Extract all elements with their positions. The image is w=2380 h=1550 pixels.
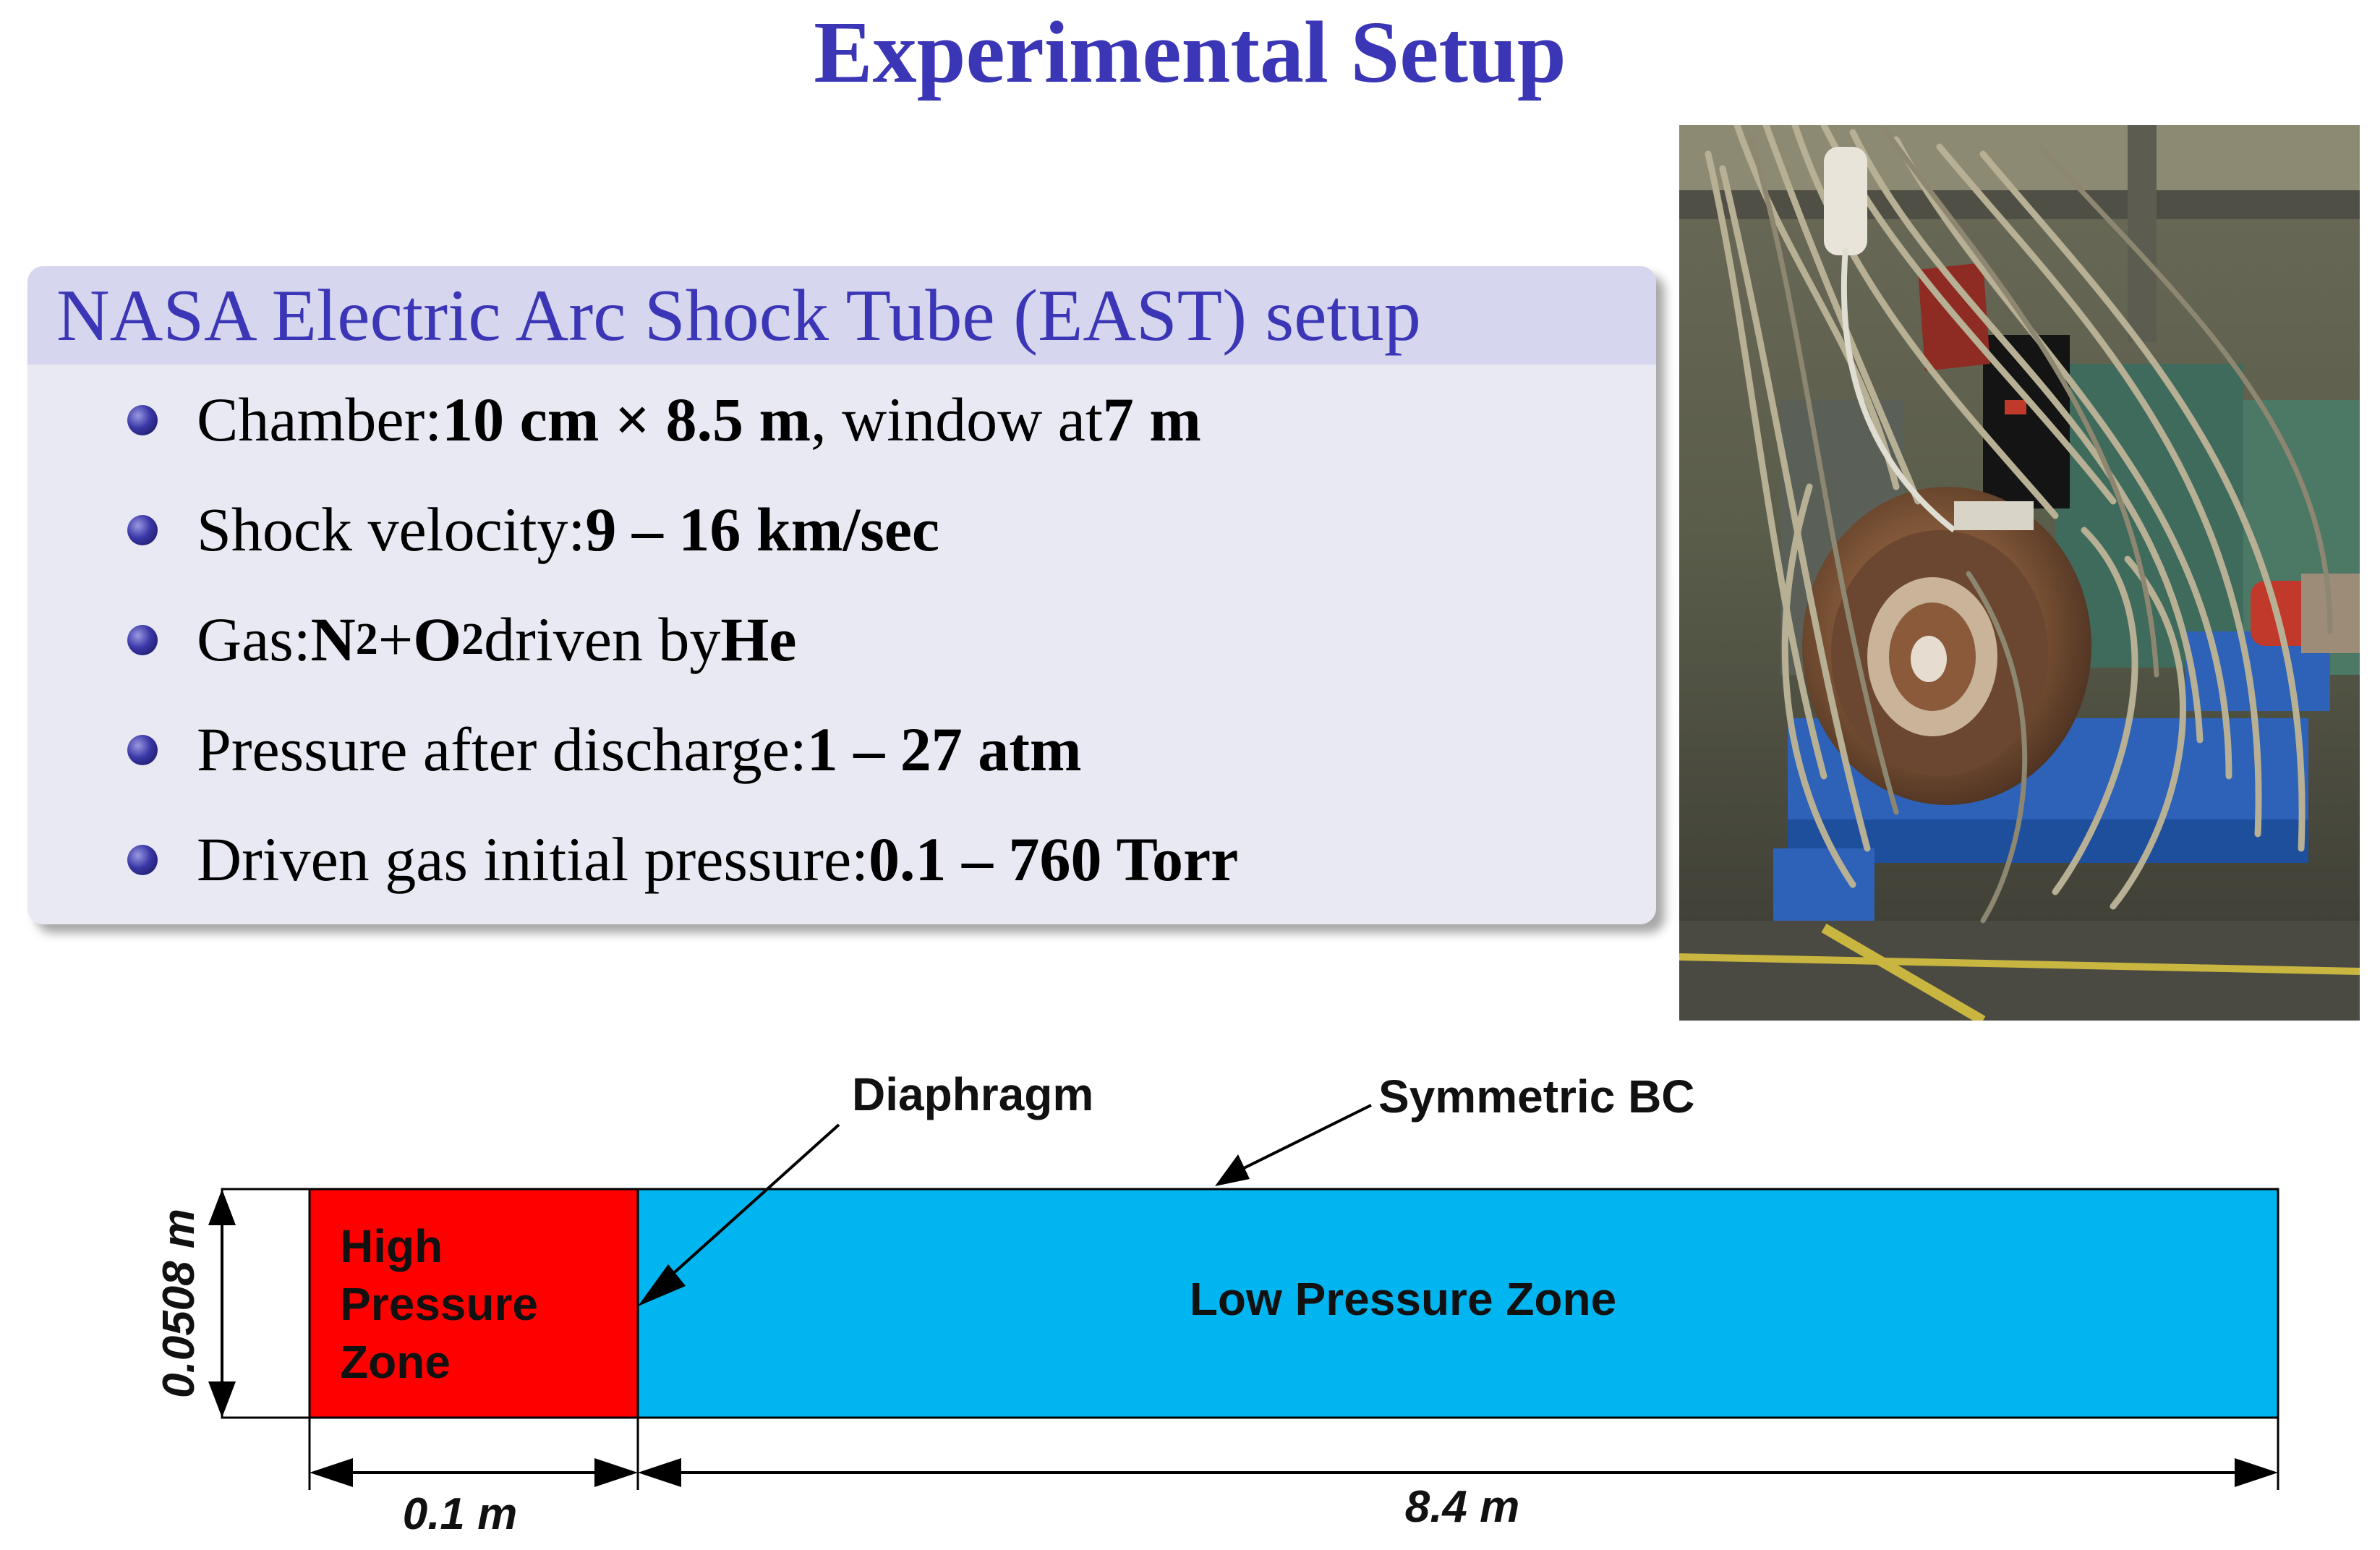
- high-zone-label-line2: Pressure: [340, 1278, 538, 1330]
- bullet-text: driven by: [484, 605, 721, 674]
- bullet-text: , window at: [811, 385, 1103, 454]
- symmetric-bc-label: Symmetric BC: [1378, 1070, 1695, 1123]
- bullet-value: 0.1 – 760 Torr: [869, 825, 1239, 894]
- bullet-label: Driven gas initial pressure:: [197, 825, 869, 894]
- block-title: NASA Electric Arc Shock Tube (EAST) setu…: [27, 266, 1656, 365]
- low-length-label: 8.4 m: [1405, 1482, 1520, 1532]
- bullet-item-chamber: Chamber: 10 cm × 8.5 m, window at 7 m: [27, 365, 1656, 474]
- high-length-label: 0.1 m: [403, 1489, 518, 1539]
- bullet-value: 7 m: [1102, 385, 1201, 454]
- plus-sign: +: [378, 605, 414, 674]
- bullet-value: 10 cm × 8.5 m: [442, 385, 811, 454]
- symmetric-bc-arrow: [1215, 1104, 1372, 1186]
- high-zone-label-line1: High: [340, 1220, 443, 1272]
- info-block: NASA Electric Arc Shock Tube (EAST) setu…: [27, 266, 1656, 924]
- bullet-label: Gas:: [197, 605, 311, 674]
- bullet-icon: [127, 845, 158, 875]
- high-zone-label-line3: Zone: [340, 1336, 451, 1388]
- bullet-label: Pressure after discharge:: [197, 715, 807, 784]
- bullet-value: 9 – 16 km/sec: [585, 495, 940, 564]
- high-length-dimension: [310, 1458, 638, 1487]
- low-length-dimension: [638, 1458, 2278, 1487]
- bullet-icon: [127, 405, 158, 435]
- diaphragm-label: Diaphragm: [852, 1068, 1093, 1120]
- gas-symbol: N: [310, 605, 356, 674]
- gas-symbol: O: [413, 605, 462, 674]
- bullet-item-initial-pressure: Driven gas initial pressure: 0.1 – 760 T…: [27, 804, 1656, 914]
- gas-subscript: 2: [461, 614, 485, 664]
- bullet-value: 1 – 27 atm: [806, 715, 1082, 784]
- bullet-label: Chamber:: [197, 385, 443, 454]
- slide-title: Experimental Setup: [814, 4, 1566, 101]
- bullet-label: Shock velocity:: [197, 495, 586, 564]
- photo-illustration: [1679, 125, 2360, 1021]
- bullet-item-velocity: Shock velocity: 9 – 16 km/sec: [27, 474, 1656, 584]
- low-pressure-zone: [636, 1188, 2279, 1419]
- bullet-item-pressure: Pressure after discharge: 1 – 27 atm: [27, 694, 1656, 804]
- gas-subscript: 2: [355, 614, 378, 664]
- bullet-value: He: [720, 605, 797, 674]
- bullet-icon: [127, 625, 158, 655]
- height-dimension: [208, 1189, 236, 1418]
- diaphragm-arrow: [638, 1123, 840, 1306]
- bullet-icon: [127, 735, 158, 765]
- shock-tube-photo: [1679, 125, 2360, 1021]
- bullet-list: Chamber: 10 cm × 8.5 m, window at 7 m Sh…: [27, 365, 1656, 914]
- bullet-icon: [127, 515, 158, 545]
- height-label: 0.0508 m: [154, 1209, 204, 1398]
- low-zone-label: Low Pressure Zone: [1190, 1273, 1616, 1325]
- high-pressure-zone: [308, 1188, 639, 1419]
